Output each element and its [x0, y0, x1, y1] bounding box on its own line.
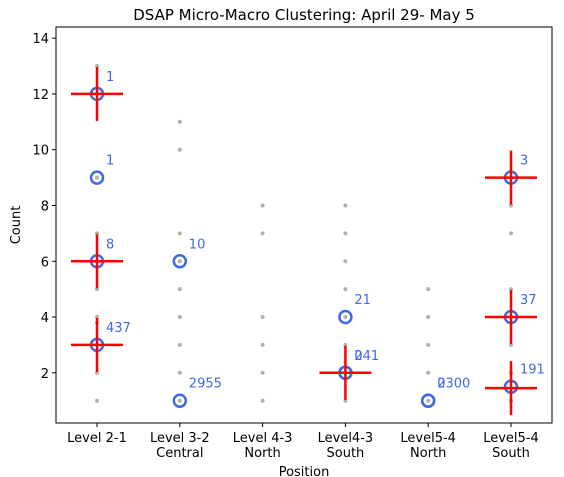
cluster-count-label: 0	[354, 349, 362, 364]
micro-point	[95, 175, 99, 180]
cluster-count-label: 0	[437, 377, 445, 392]
cluster-count-label: 37	[520, 293, 537, 308]
x-tick-label: Level5-4	[483, 431, 539, 446]
y-tick-label: 2	[41, 367, 49, 382]
x-tick-label: Level 2-1	[67, 431, 127, 446]
micro-point	[260, 370, 265, 375]
y-tick-label: 4	[41, 311, 49, 326]
micro-point	[177, 370, 182, 375]
micro-cluster-circle	[89, 170, 105, 185]
micro-point	[177, 259, 182, 264]
y-tick-label: 6	[41, 255, 49, 270]
y-axis-title: Count	[9, 206, 24, 245]
x-tick-label: Level5-4	[400, 431, 456, 446]
cluster-count-label: 2300	[437, 377, 470, 392]
micro-point	[426, 342, 431, 347]
micro-point	[260, 315, 265, 320]
cluster-count-label: 21	[354, 293, 371, 308]
micro-point	[426, 398, 431, 403]
cluster-count-label: 2955	[189, 377, 222, 392]
micro-point	[426, 315, 431, 320]
y-tick-label: 8	[41, 199, 49, 214]
cluster-count-label: 10	[189, 237, 206, 252]
y-tick-label: 10	[32, 144, 49, 159]
y-tick-label: 14	[32, 32, 49, 47]
x-tick-label: Level 3-2	[150, 431, 210, 446]
cluster-count-label: 3	[520, 154, 528, 169]
micro-point	[177, 119, 182, 124]
x-tick-label: North	[410, 446, 446, 461]
x-tick-label: Level 4-3	[233, 431, 293, 446]
cluster-count-label: 437	[106, 321, 131, 336]
micro-point	[509, 231, 513, 236]
micro-point	[177, 398, 182, 403]
micro-point	[177, 315, 182, 320]
plot-frame	[55, 26, 553, 424]
micro-point	[343, 231, 348, 236]
micro-point	[343, 315, 348, 320]
x-tick-label: Level4-3	[318, 431, 374, 446]
micro-point	[260, 231, 265, 236]
micro-point	[260, 398, 265, 403]
cluster-count-label: 8	[106, 237, 114, 252]
x-tick-label: South	[327, 446, 365, 461]
chart-title: DSAP Micro-Macro Clustering: April 29- M…	[133, 6, 475, 24]
y-tick-label: 12	[32, 88, 49, 103]
micro-point	[260, 203, 265, 208]
micro-cluster-circle	[172, 393, 188, 408]
micro-point	[95, 398, 99, 403]
micro-point	[426, 287, 431, 292]
cluster-count-label: 241	[354, 349, 379, 364]
micro-cluster-circle	[420, 393, 436, 408]
x-tick-label: North	[244, 446, 280, 461]
micro-point	[177, 231, 182, 236]
micro-point	[177, 147, 182, 152]
micro-point	[177, 342, 182, 347]
micro-point	[343, 287, 348, 292]
micro-point	[426, 370, 431, 375]
x-tick-label: Central	[156, 446, 203, 461]
micro-point	[343, 259, 348, 264]
cluster-count-label: 1	[106, 154, 114, 169]
micro-point	[343, 203, 348, 208]
x-tick-label: South	[492, 446, 530, 461]
cluster-count-label: 191	[520, 363, 545, 378]
x-axis-title: Position	[279, 465, 330, 477]
micro-cluster-circle	[172, 254, 188, 269]
micro-point	[177, 287, 182, 292]
cluster-count-label: 1	[106, 70, 114, 85]
micro-point	[260, 342, 265, 347]
micro-cluster-circle	[338, 309, 353, 325]
